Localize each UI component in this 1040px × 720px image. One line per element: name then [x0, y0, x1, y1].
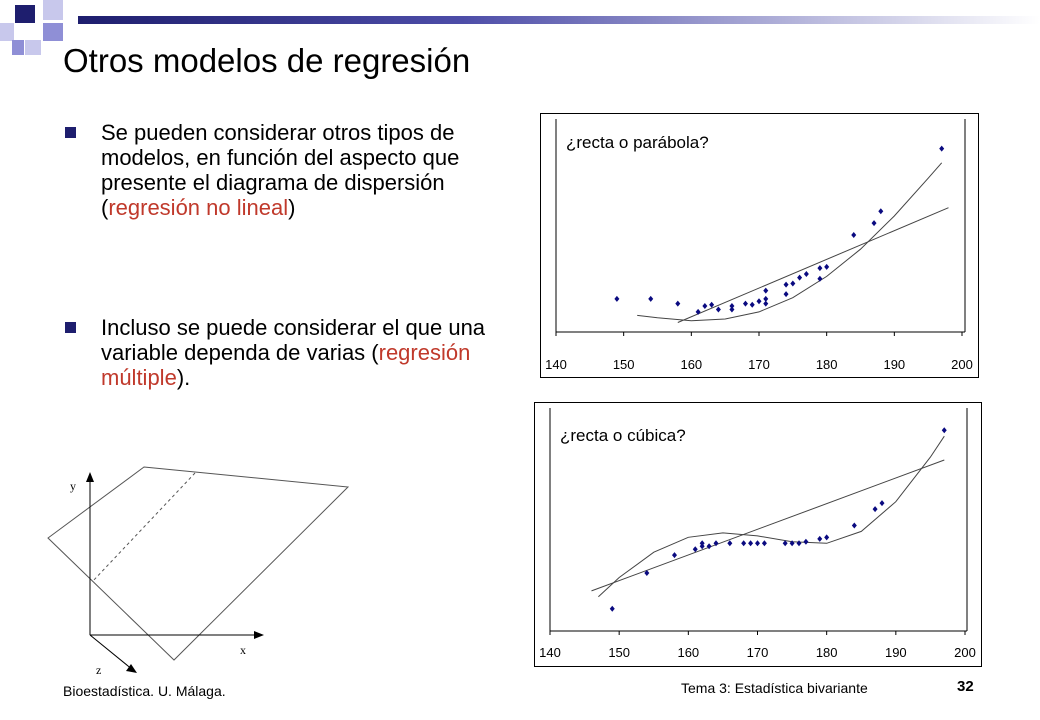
footer-left: Bioestadística. U. Málaga.	[63, 683, 226, 699]
data-point	[729, 306, 735, 313]
data-point	[851, 522, 857, 529]
data-point	[727, 540, 733, 547]
dashed-line	[91, 472, 196, 583]
x-tick-label: 160	[680, 357, 702, 372]
data-point	[851, 231, 857, 238]
data-point	[672, 552, 677, 559]
accent-text: regresión múltiple	[101, 340, 471, 390]
data-point	[783, 281, 789, 288]
data-point	[763, 300, 769, 307]
chart-svg: 140 150 160 170 180 190 200 ¿recta o parábola?	[545, 119, 973, 372]
data-point	[675, 300, 681, 307]
data-point	[871, 220, 877, 227]
data-point	[879, 500, 885, 507]
arrow-icon	[254, 631, 264, 639]
data-point	[756, 298, 762, 305]
fit-line-linear	[591, 459, 945, 592]
data-point	[783, 291, 789, 298]
data-point	[748, 540, 754, 547]
x-tick-label: 170	[748, 357, 770, 372]
data-point	[761, 540, 767, 547]
data-point	[715, 306, 721, 313]
x-tick-label: 160	[677, 645, 699, 660]
page-number: 32	[957, 678, 974, 695]
data-point	[797, 274, 803, 281]
plane-shape	[47, 466, 350, 661]
arrow-icon	[86, 472, 94, 482]
x-tick-label: 140	[539, 645, 561, 660]
fit-line-curve	[637, 162, 943, 322]
x-tick-label: 190	[885, 645, 907, 660]
data-point	[817, 265, 823, 272]
y-axis-label: y	[70, 479, 76, 493]
data-point	[742, 300, 748, 307]
accent-text: regresión no lineal	[108, 195, 289, 220]
fit-line-curve	[598, 435, 945, 598]
chart-svg: 140 150 160 170 180 190 200 ¿recta o cúbica?	[539, 408, 976, 660]
corner-decoration	[0, 0, 80, 60]
data-point	[749, 301, 755, 308]
square-bullet-icon	[65, 322, 76, 333]
data-point	[706, 543, 712, 550]
data-point	[824, 263, 830, 270]
data-point	[692, 546, 698, 553]
data-point	[941, 427, 947, 434]
z-axis-label: z	[96, 663, 101, 677]
data-point	[702, 302, 708, 309]
data-point	[803, 271, 809, 278]
chart-title: ¿recta o parábola?	[566, 133, 709, 152]
data-point	[741, 540, 747, 547]
z-axis	[89, 634, 134, 671]
x-tick-label: 200	[954, 645, 976, 660]
data-point	[796, 540, 802, 547]
data-point	[644, 570, 650, 577]
data-point	[614, 295, 620, 302]
title-bar	[78, 16, 1040, 24]
x-tick-label: 140	[545, 357, 567, 372]
chart-parabola: 140 150 160 170 180 190 200 ¿recta o parábola?	[540, 113, 979, 378]
data-point	[817, 535, 823, 542]
square-bullet-icon	[65, 127, 76, 138]
data-point	[699, 540, 705, 547]
arrow-icon	[126, 664, 137, 673]
x-tick-label: 190	[883, 357, 905, 372]
chart-cubic: 140 150 160 170 180 190 200 ¿recta o cúbica?	[534, 402, 982, 667]
fit-line-linear	[677, 207, 949, 323]
data-point	[763, 295, 769, 302]
slide-title: Otros modelos de regresión	[63, 42, 471, 79]
data-point	[817, 275, 823, 282]
footer-center: Tema 3: Estadística bivariante	[681, 680, 868, 696]
data-point	[790, 280, 796, 287]
x-tick-label: 180	[816, 357, 838, 372]
data-point	[648, 295, 654, 302]
data-point	[872, 506, 878, 513]
x-tick-label: 170	[747, 645, 769, 660]
x-tick-label: 150	[608, 645, 630, 660]
data-point	[695, 308, 701, 315]
data-point	[755, 540, 760, 547]
data-point	[609, 605, 615, 612]
data-point	[782, 540, 788, 547]
data-point	[709, 301, 715, 308]
plane-diagram: y x z	[47, 466, 350, 677]
x-tick-label: 150	[613, 357, 635, 372]
data-point	[763, 287, 769, 294]
data-point	[729, 302, 735, 309]
bullet-item: Incluso se puede considerar el que una v…	[65, 315, 521, 390]
bullet-item: Se pueden considerar otros tipos de mode…	[65, 120, 521, 220]
x-tick-label: 180	[816, 645, 838, 660]
data-point	[713, 540, 719, 547]
data-point	[878, 208, 884, 215]
data-point	[803, 538, 809, 545]
x-axis-label: x	[240, 643, 246, 657]
x-tick-label: 200	[951, 357, 973, 372]
data-point	[939, 145, 945, 152]
chart-title: ¿recta o cúbica?	[560, 426, 686, 445]
data-point	[824, 534, 830, 541]
